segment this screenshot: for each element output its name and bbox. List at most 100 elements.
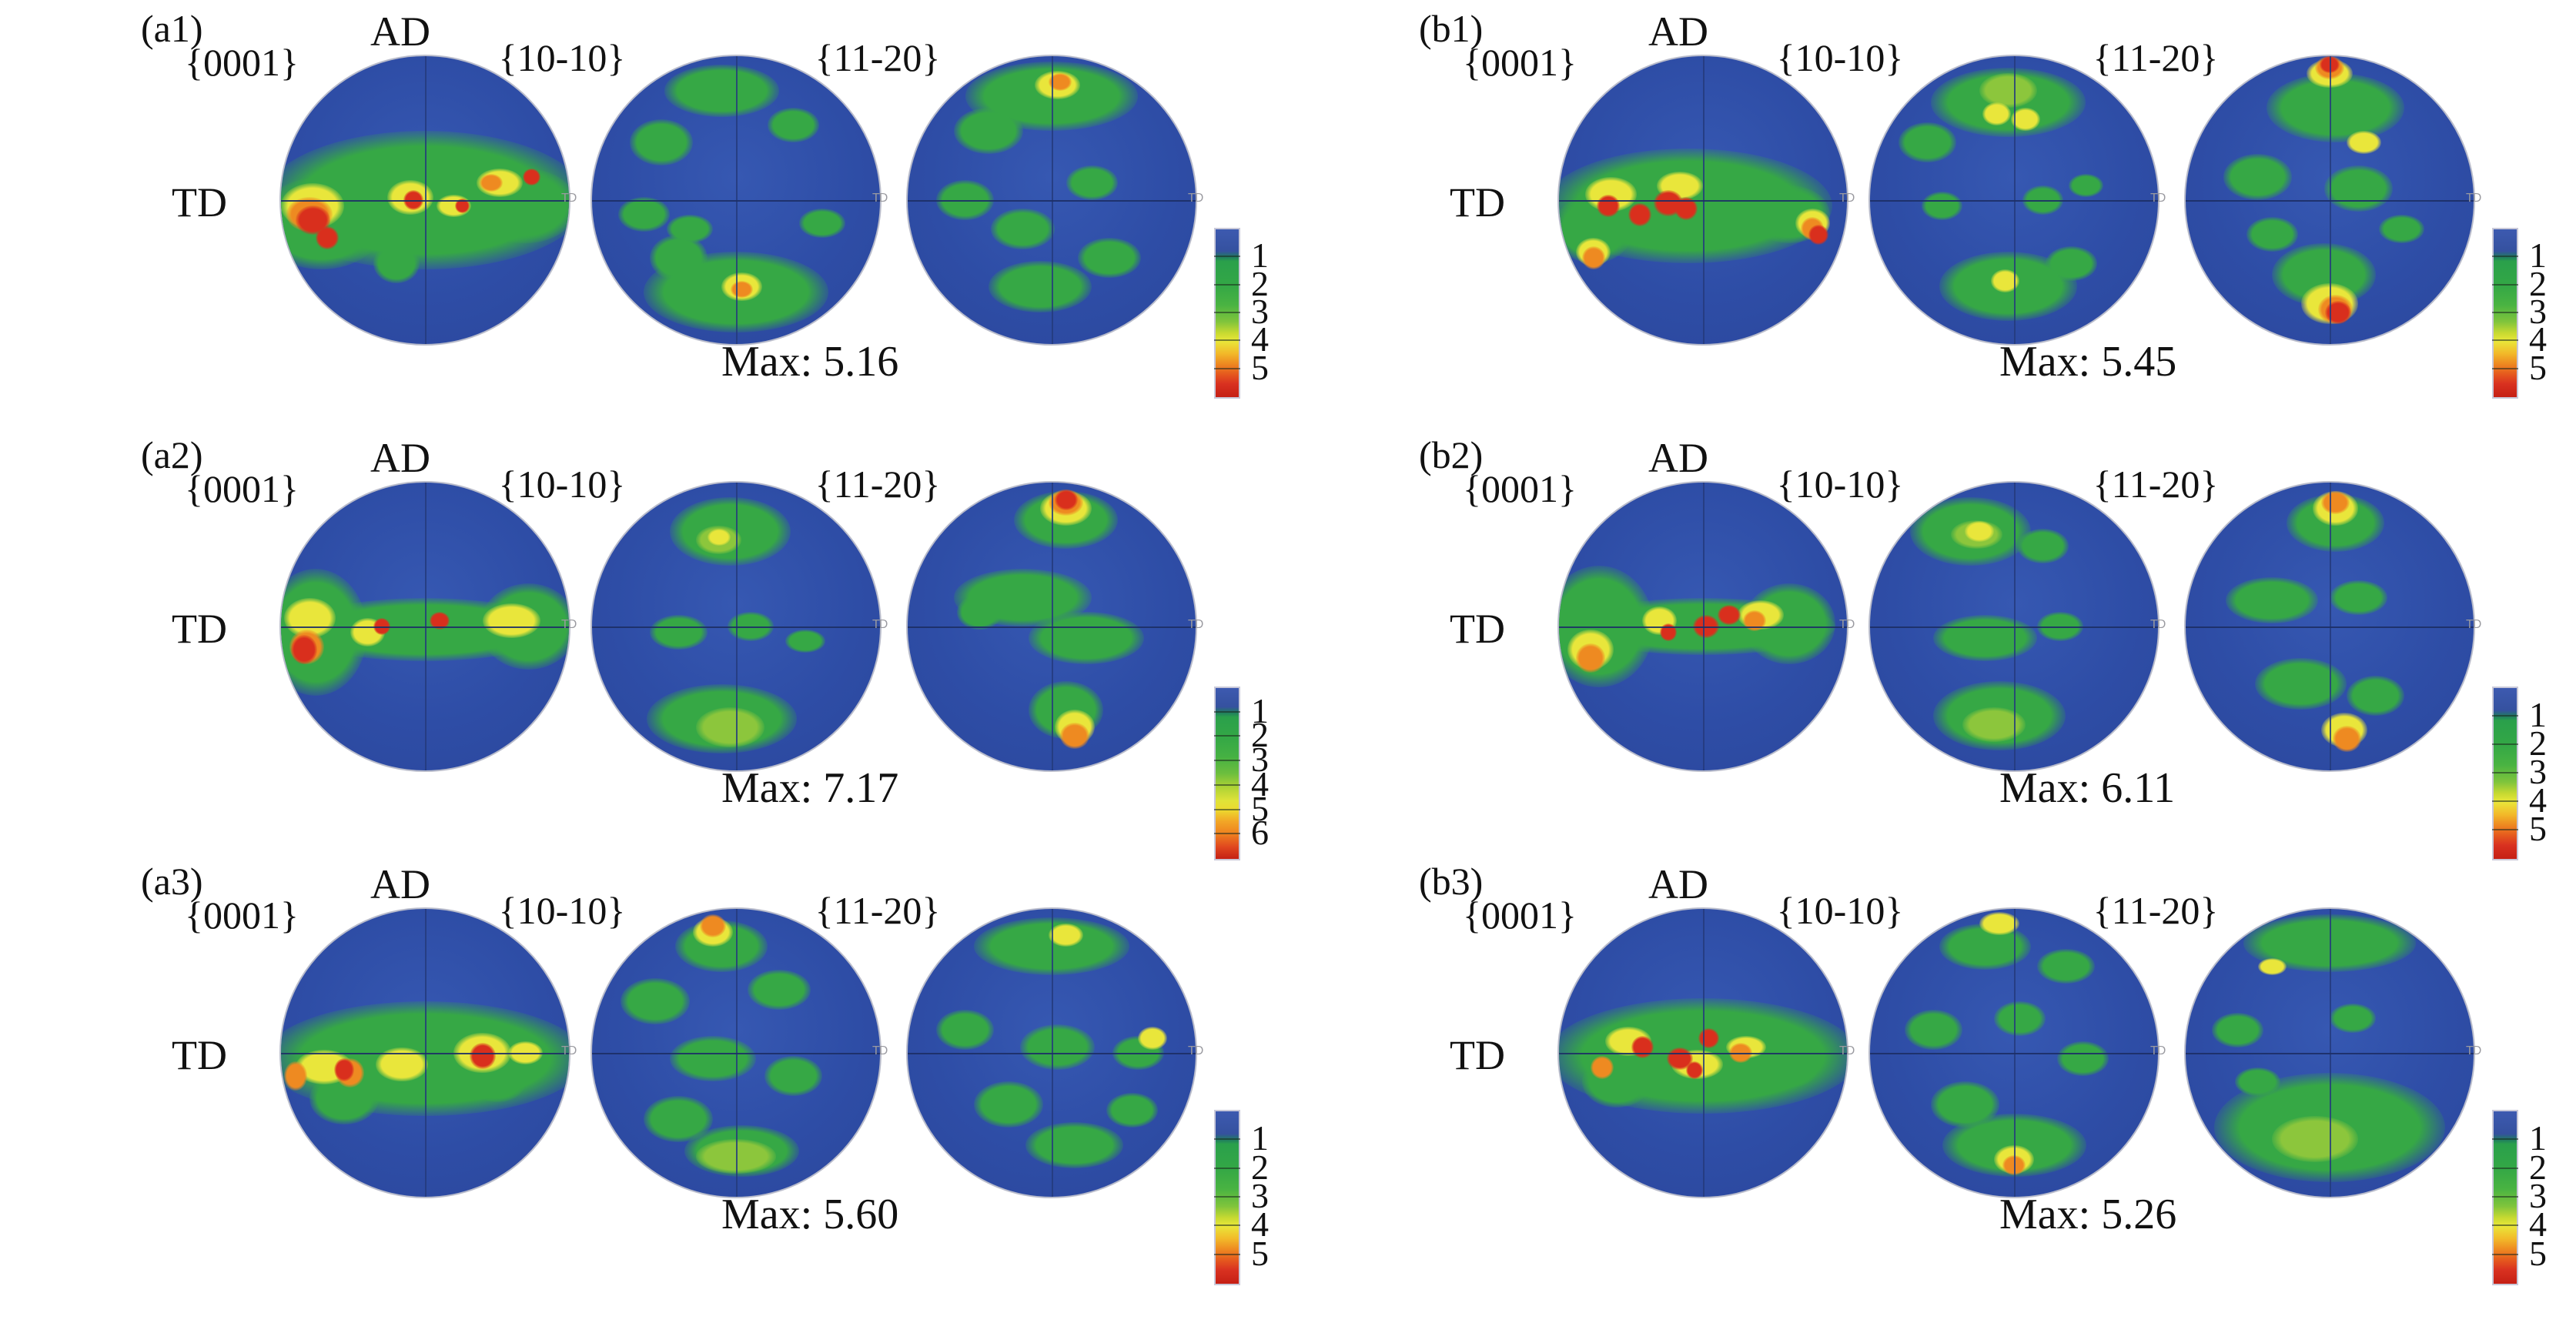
contour-hotspot — [1728, 1042, 1752, 1064]
crosshair-horizontal — [592, 1053, 880, 1054]
colorbar-tick — [2492, 772, 2518, 773]
colorbar-tick — [2492, 743, 2518, 745]
contour-hotspot — [2057, 1041, 2109, 1076]
pole-figure-disc — [906, 55, 1197, 346]
pole-figure-11-20: TD — [906, 55, 1203, 346]
colorbar-tick — [1214, 783, 1240, 786]
colorbar-tick-label: 5 — [2529, 1233, 2547, 1273]
crosshair-horizontal — [1870, 626, 2158, 628]
contour-hotspot — [1054, 489, 1078, 510]
pole-figure-disc — [1868, 55, 2159, 346]
ad-axis-label: AD — [370, 8, 430, 55]
contour-hotspot — [1808, 224, 1828, 245]
contour-hotspot — [1965, 521, 1994, 542]
ad-axis-label: AD — [1648, 861, 1708, 907]
td-axis-marker: TD — [872, 618, 888, 631]
max-value-label: Max: 5.45 — [1999, 338, 2177, 386]
colorbar-gradient — [1214, 687, 1240, 860]
pole-figure-0001: TD — [279, 55, 577, 346]
pole-figure-11-20: TD — [906, 907, 1203, 1198]
colorbar-tick — [1214, 808, 1240, 810]
contour-hotspot — [2323, 165, 2394, 212]
pole-figure-label-0001: {0001} — [185, 41, 299, 84]
contour-hotspot — [1717, 604, 1741, 626]
contour-hotspot — [1979, 73, 2037, 109]
pole-figure-disc — [1557, 481, 1848, 772]
contour-hotspot — [1138, 1027, 1167, 1051]
colorbar-tick-label: 5 — [1251, 788, 1269, 828]
td-axis-marker: TD — [2466, 618, 2481, 631]
pole-figure-10-10: TD — [590, 481, 888, 772]
colorbar-tick-label: 3 — [2529, 1176, 2547, 1215]
pole-figure-10-10: TD — [1868, 481, 2166, 772]
colorbar-tick-label: 3 — [2529, 752, 2547, 791]
colorbar-tick — [1214, 760, 1240, 762]
contour-hotspot — [695, 707, 765, 748]
colorbar-tick — [2492, 312, 2518, 313]
td-axis-marker: TD — [2150, 192, 2166, 205]
td-axis-marker: TD — [1839, 1044, 1855, 1057]
max-value-label: Max: 5.16 — [721, 338, 899, 386]
pole-figure-disc — [2184, 907, 2475, 1198]
pole-figure-panel-a1: (a1) {0001} AD {10-10} {11-20} TD TD TD … — [65, 0, 1297, 426]
contour-hotspot — [629, 119, 693, 166]
pole-figure-disc — [590, 907, 882, 1198]
contour-hotspot — [1581, 246, 1605, 269]
pole-figure-label-10-10: {10-10} — [1776, 889, 1904, 932]
pole-figure-label-11-20: {11-20} — [2093, 463, 2219, 506]
contour-hotspot — [2022, 185, 2063, 215]
td-axis-marker: TD — [1839, 192, 1855, 205]
contour-hotspot — [700, 914, 726, 938]
pole-figure-10-10: TD — [1868, 55, 2166, 346]
panel-label: (a1) — [141, 7, 203, 50]
pole-figure-disc — [1557, 55, 1848, 346]
contour-hotspot — [480, 174, 503, 192]
colorbar-gradient — [2492, 687, 2518, 860]
contour-hotspot — [936, 1009, 995, 1051]
ad-axis-label: AD — [1648, 435, 1708, 481]
colorbar-tick — [2492, 800, 2518, 802]
pole-figure-disc — [1868, 907, 2159, 1198]
crosshair-horizontal — [281, 626, 569, 628]
pole-figure-label-11-20: {11-20} — [815, 36, 941, 79]
panel-label: (b3) — [1419, 860, 1484, 903]
pole-figure-0001: TD — [279, 481, 577, 772]
contour-hotspot — [768, 108, 820, 143]
colorbar-tick-label: 5 — [1251, 1233, 1269, 1273]
crosshair-horizontal — [592, 200, 880, 202]
td-axis-marker: TD — [561, 1044, 577, 1057]
pole-figure-disc — [279, 481, 570, 772]
contour-hotspot — [1060, 723, 1089, 749]
pole-figure-label-0001: {0001} — [1463, 467, 1577, 510]
max-value-label: Max: 7.17 — [721, 764, 899, 812]
colorbar-tick — [1214, 339, 1240, 342]
contour-hotspot — [508, 1041, 544, 1064]
colorbar-tick — [1214, 1167, 1240, 1169]
colorbar-tick — [1214, 1196, 1240, 1198]
colorbar-tick — [1214, 735, 1240, 737]
panel-label: (b2) — [1419, 433, 1484, 476]
colorbar-tick — [2492, 1224, 2518, 1227]
pole-figure-0001: TD — [1557, 55, 1855, 346]
contour-hotspot — [1979, 911, 2020, 935]
colorbar-tick-label: 1 — [2529, 695, 2547, 734]
colorbar-tick — [2492, 367, 2518, 369]
td-axis-marker: TD — [1188, 618, 1203, 631]
pole-figure-10-10: TD — [1868, 907, 2166, 1198]
contour-hotspot — [2246, 217, 2298, 252]
contour-hotspot — [1933, 615, 2037, 661]
pole-figure-disc — [906, 907, 1197, 1198]
contour-hotspot — [2347, 675, 2405, 716]
colorbar-tick-label: 3 — [2529, 292, 2547, 331]
contour-hotspot — [2272, 1116, 2359, 1163]
td-axis-label: TD — [172, 606, 227, 652]
contour-hotspot — [2330, 1004, 2376, 1033]
contour-hotspot — [747, 969, 811, 1010]
colorbar-tick-label: 5 — [1251, 347, 1269, 387]
panel-label: (a3) — [141, 860, 203, 903]
colorbar-tick-label: 4 — [2529, 319, 2547, 359]
contour-hotspot — [669, 1035, 757, 1082]
contour-hotspot — [469, 1042, 496, 1069]
contour-hotspot — [1029, 612, 1144, 664]
